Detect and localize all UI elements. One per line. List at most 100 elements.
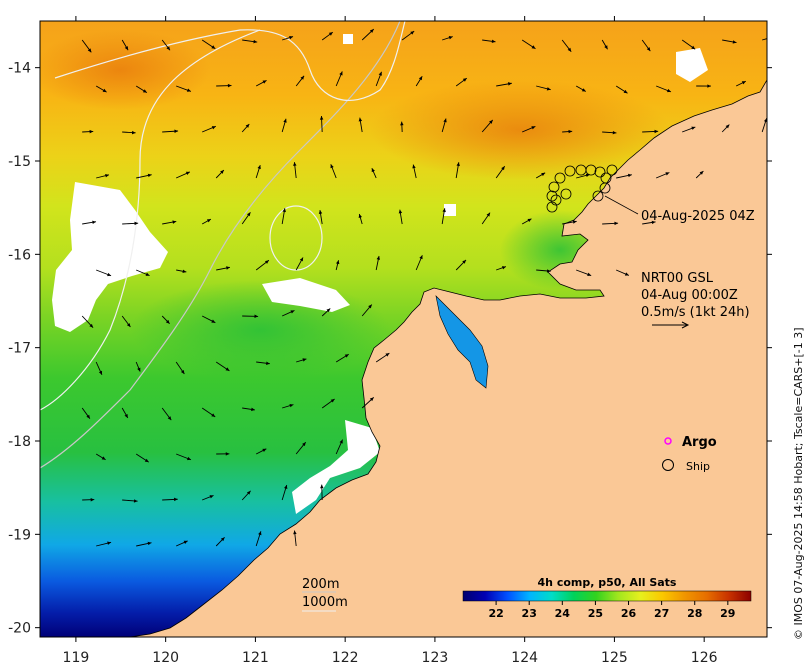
current-arrow [536,269,551,273]
ship-label-leader [604,195,639,215]
current-arrow [601,39,608,50]
current-arrow [521,125,536,133]
current-arrow [335,353,349,363]
current-arrow [136,269,150,277]
current-arrow [161,407,172,421]
colorbar-tick-label: 28 [687,607,702,620]
current-arrow [162,497,178,502]
current-time: 04-Aug 00:00Z [641,288,738,303]
y-axis: -14 -15 -16 -17 -18 -19 -20 [8,61,772,637]
current-arrow [602,221,619,226]
y-tick-label: -20 [8,621,31,637]
current-arrow [242,39,258,44]
current-arrow [762,38,767,41]
current-arrow [281,118,287,133]
argo-label: Argo [682,435,717,450]
current-arrow [358,117,363,133]
current-arrow [400,121,404,133]
current-arrow [415,76,423,87]
current-arrow [176,453,192,461]
current-arrow [95,361,103,375]
current-arrow [320,484,324,501]
cloud-mask-center [262,278,350,312]
current-arrow [562,220,577,225]
current-arrow [255,531,262,547]
current-arrow [481,212,491,225]
current-arrow [335,439,343,455]
current-arrow [162,220,177,225]
current-arrow [482,39,496,44]
current-arrow [161,315,170,325]
current-arrow [81,407,91,419]
y-tick-label: -18 [8,434,31,450]
current-arrow [682,126,696,133]
current-arrow [241,123,250,133]
current-arrow [96,174,110,179]
current-arrow [641,39,651,52]
current-arrow [202,495,214,501]
current-arrow [521,39,536,50]
current-arrow [296,358,307,363]
current-arrow [656,172,670,179]
current-arrow [642,220,656,225]
colorbar-tick-label: 24 [555,607,571,620]
colorbar-tick-label: 29 [720,607,735,620]
y-tick-label: -16 [8,247,31,263]
current-arrow [361,28,375,41]
current-arrow [82,220,97,225]
ship-time-label: 04-Aug-2025 04Z [641,209,755,224]
current-arrow [615,85,628,94]
colorbar [462,590,752,602]
current-arrow [136,173,152,179]
x-tick-label: 126 [691,650,718,666]
current-arrow [176,85,192,92]
cloud-mask-west [52,182,168,332]
x-tick-label: 120 [152,650,179,666]
current-arrow [95,85,107,93]
current-arrow [121,39,129,51]
colorbar-tick-label: 27 [654,607,669,620]
current-arrow [293,530,297,547]
current-arrow [319,116,324,133]
current-arrow [521,218,532,225]
current-arrow [215,169,225,179]
x-tick-label: 119 [63,650,90,666]
argo-marker [664,437,672,445]
isobath-1000m-north [54,21,406,101]
current-arrow [135,361,141,372]
current-arrow [535,172,546,179]
current-arrow [602,130,617,135]
current-arrow [695,170,704,179]
y-tick-label: -14 [8,61,31,77]
current-arrow [455,162,460,179]
scale-arrow [652,321,690,329]
current-arrow [216,266,231,271]
current-arrow [282,403,294,409]
current-arrow [216,83,232,88]
current-arrow [293,162,297,179]
current-arrow [455,77,468,87]
current-arrow [576,269,592,276]
current-arrow [96,269,112,277]
credit-text: © IMOS 07-Aug-2025 14:58 Hobart; Tscale=… [792,327,805,640]
current-arrow [201,315,216,324]
current-arrow [375,352,390,363]
current-arrow [201,407,216,418]
current-arrow [136,541,152,547]
cloud-mask-ne [676,48,708,82]
current-arrow [122,130,136,135]
current-arrow [615,269,630,276]
current-arrow [442,36,453,41]
current-arrow [255,259,270,271]
y-tick-label: -15 [8,154,31,170]
x-tick-label: 123 [422,650,449,666]
current-arrow [481,119,494,133]
x-tick-label: 125 [601,650,628,666]
current-arrow [82,497,95,502]
current-arrow [242,314,259,319]
current-arrow [455,259,467,271]
current-arrow [776,75,785,86]
current-arrow [375,255,380,271]
current-arrow [242,407,255,412]
